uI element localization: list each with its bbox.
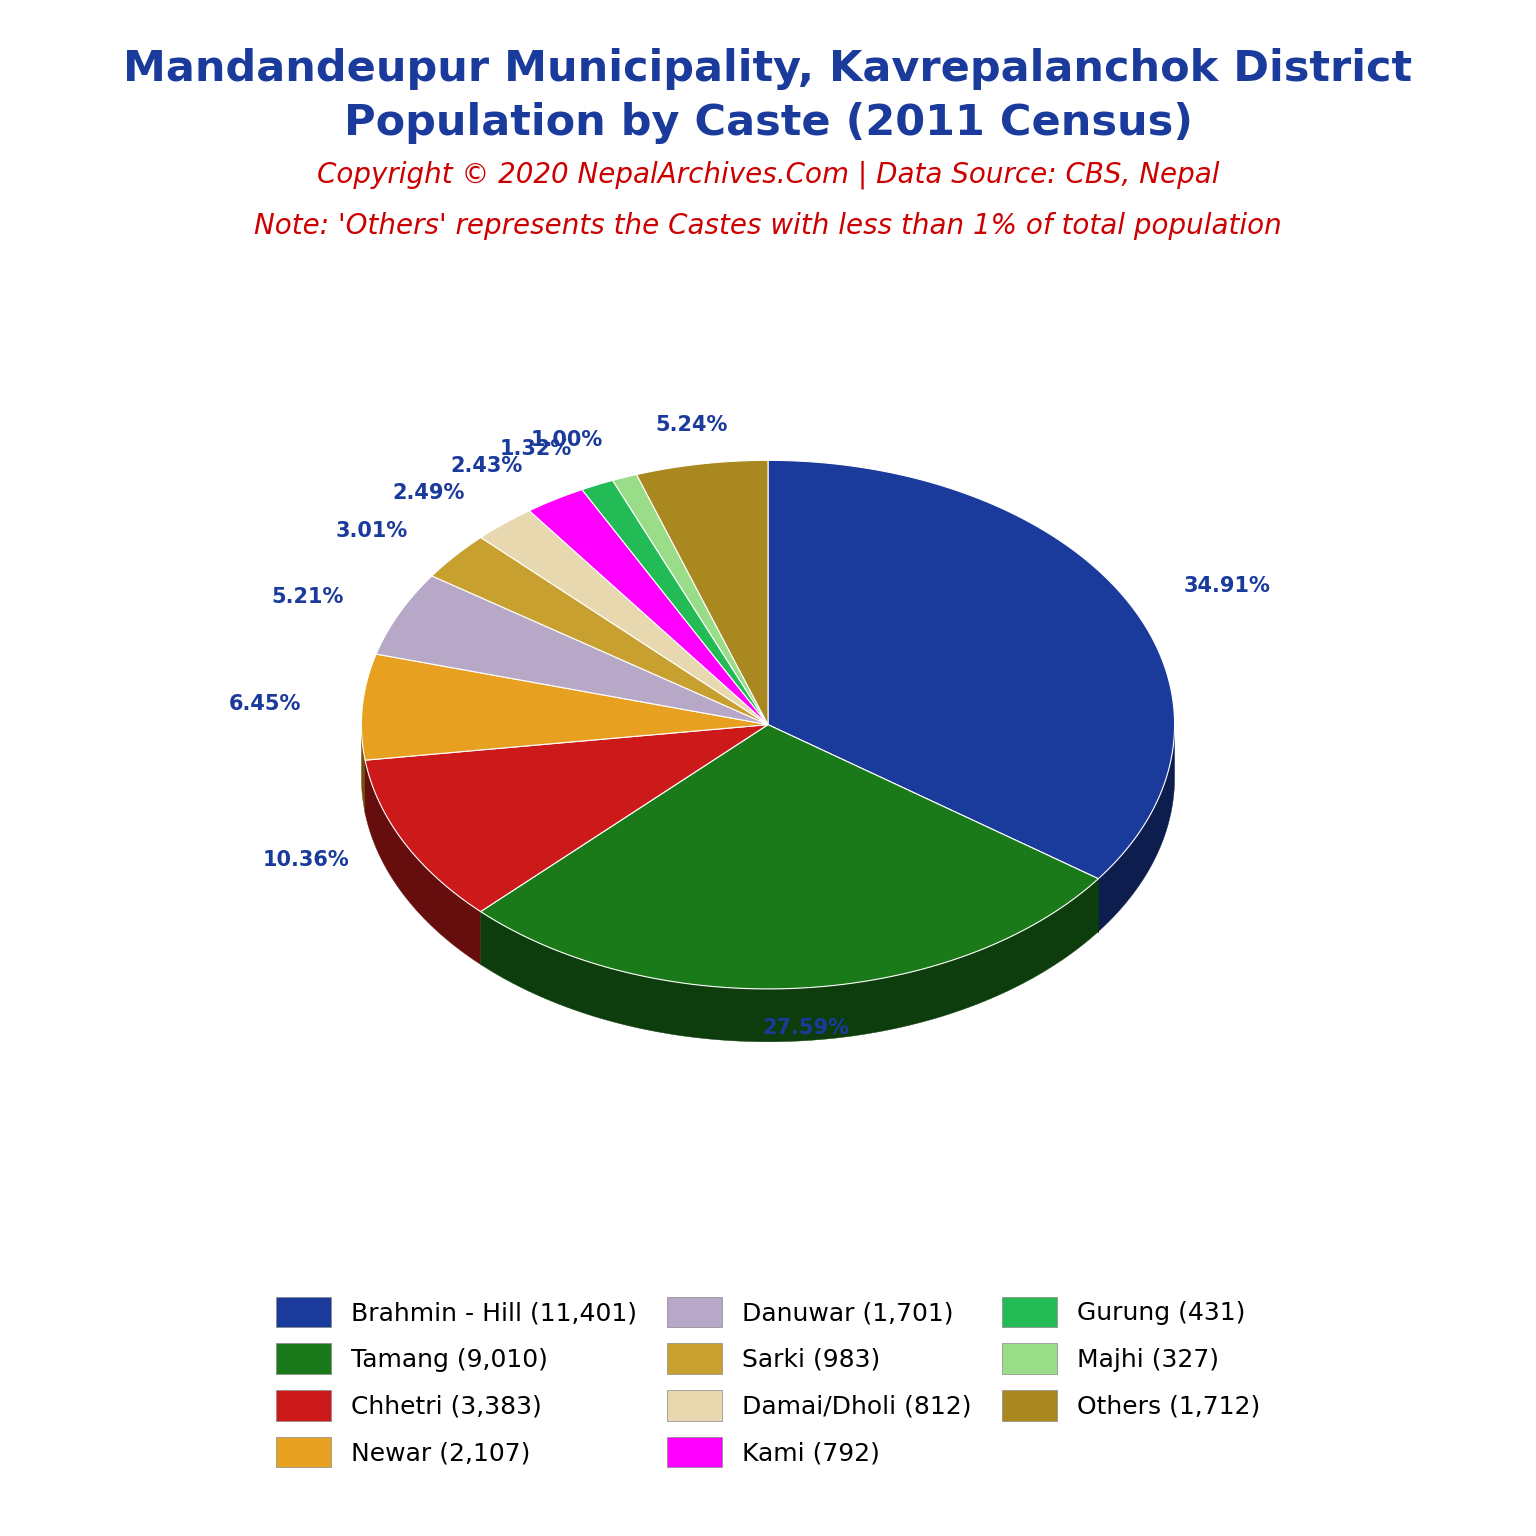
Polygon shape	[376, 576, 768, 725]
Polygon shape	[582, 481, 768, 725]
Legend: Brahmin - Hill (11,401), Tamang (9,010), Chhetri (3,383), Newar (2,107), Danuwar: Brahmin - Hill (11,401), Tamang (9,010),…	[266, 1287, 1270, 1478]
Polygon shape	[361, 654, 768, 760]
Text: 5.21%: 5.21%	[272, 587, 344, 607]
Text: 6.45%: 6.45%	[229, 694, 301, 714]
Polygon shape	[530, 490, 768, 725]
Text: 1.00%: 1.00%	[531, 430, 604, 450]
Text: Note: 'Others' represents the Castes with less than 1% of total population: Note: 'Others' represents the Castes wit…	[253, 212, 1283, 240]
Text: 1.32%: 1.32%	[499, 439, 571, 459]
Text: 5.24%: 5.24%	[656, 415, 728, 435]
Text: Mandandeupur Municipality, Kavrepalanchok District: Mandandeupur Municipality, Kavrepalancho…	[123, 48, 1413, 91]
Text: 2.43%: 2.43%	[452, 456, 524, 476]
Polygon shape	[1098, 725, 1175, 931]
Text: 2.49%: 2.49%	[392, 484, 465, 504]
Polygon shape	[481, 510, 768, 725]
Polygon shape	[481, 879, 1098, 1041]
Polygon shape	[768, 461, 1175, 879]
Polygon shape	[366, 760, 481, 965]
Text: 10.36%: 10.36%	[263, 849, 349, 869]
Polygon shape	[361, 722, 366, 813]
Text: Copyright © 2020 NepalArchives.Com | Data Source: CBS, Nepal: Copyright © 2020 NepalArchives.Com | Dat…	[316, 161, 1220, 189]
Text: 3.01%: 3.01%	[336, 521, 409, 541]
Text: 34.91%: 34.91%	[1184, 576, 1270, 596]
Polygon shape	[613, 475, 768, 725]
Polygon shape	[432, 538, 768, 725]
Polygon shape	[366, 725, 768, 911]
Polygon shape	[636, 461, 768, 725]
Polygon shape	[481, 725, 1098, 989]
Text: Population by Caste (2011 Census): Population by Caste (2011 Census)	[344, 101, 1192, 144]
Text: 27.59%: 27.59%	[763, 1017, 849, 1037]
